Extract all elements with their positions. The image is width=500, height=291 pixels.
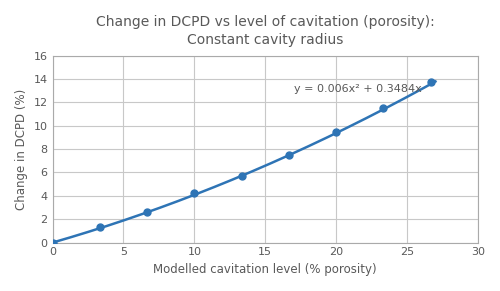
Y-axis label: Change in DCPD (%): Change in DCPD (%) [15,88,28,210]
Title: Change in DCPD vs level of cavitation (porosity):
Constant cavity radius: Change in DCPD vs level of cavitation (p… [96,15,434,47]
Text: y = 0.006x² + 0.3484x: y = 0.006x² + 0.3484x [294,84,422,94]
X-axis label: Modelled cavitation level (% porosity): Modelled cavitation level (% porosity) [154,263,377,276]
